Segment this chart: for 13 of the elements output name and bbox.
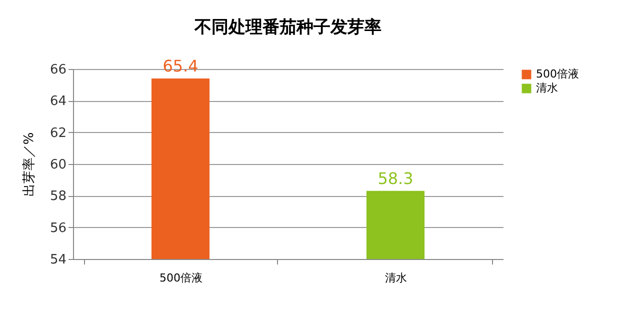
legend-label: 清水 bbox=[536, 82, 558, 94]
y-axis-title: 出芽率／% bbox=[20, 132, 37, 197]
legend-label: 500倍液 bbox=[536, 68, 579, 80]
y-tick-label: 54 bbox=[50, 252, 66, 268]
y-tick-label: 56 bbox=[50, 220, 66, 236]
y-tick-label: 64 bbox=[50, 94, 66, 110]
data-label: 65.4 bbox=[162, 56, 198, 76]
y-tick-label: 58 bbox=[50, 189, 66, 204]
y-tick-label: 60 bbox=[50, 158, 66, 172]
y-tick-label: 66 bbox=[50, 62, 66, 78]
chart-title: 不同处理番茄种子发芽率 bbox=[194, 18, 382, 38]
y-tick-label: 62 bbox=[50, 126, 66, 141]
data-label: 58.3 bbox=[378, 168, 414, 188]
